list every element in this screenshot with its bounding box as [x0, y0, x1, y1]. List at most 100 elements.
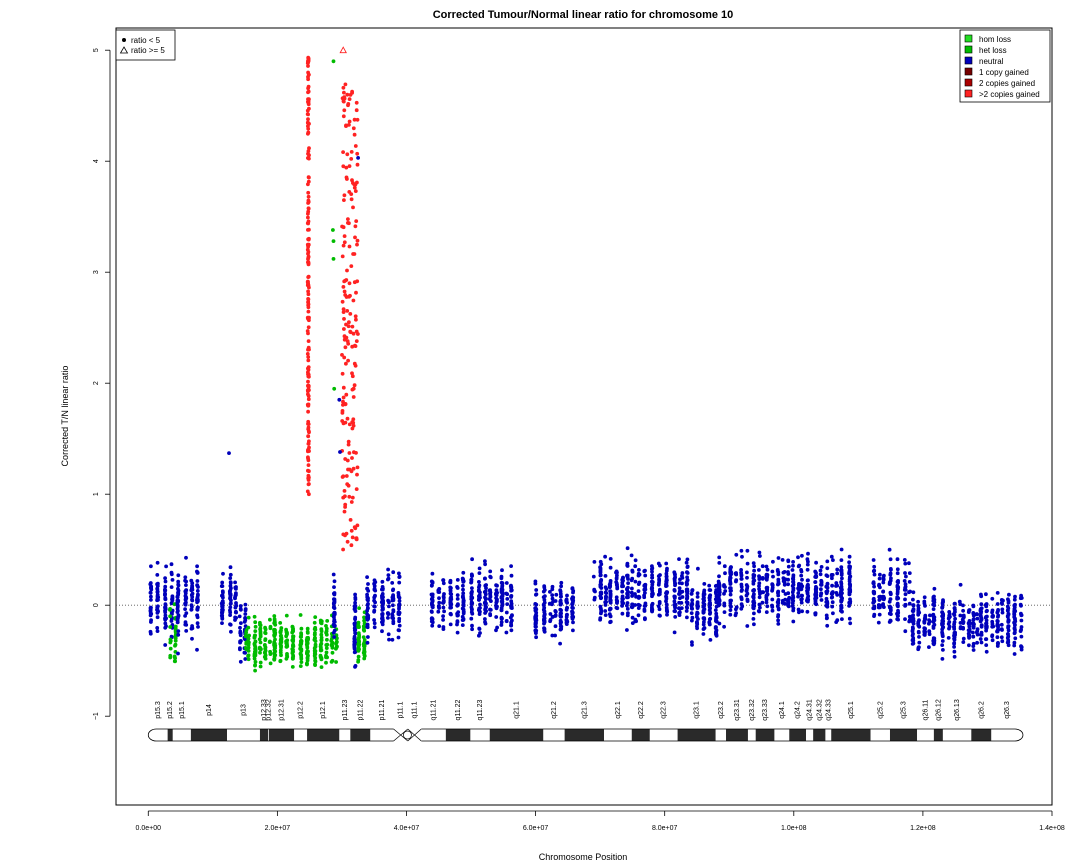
- data-point: [345, 152, 350, 157]
- data-point: [745, 597, 750, 602]
- data-point: [979, 609, 984, 614]
- data-point: [350, 535, 355, 540]
- data-point: [971, 644, 976, 648]
- data-point: [299, 626, 304, 631]
- data-point: [163, 608, 167, 613]
- data-point: [228, 580, 233, 584]
- ideogram-band: [604, 729, 632, 741]
- ideogram-band: [774, 729, 790, 741]
- data-point: [695, 612, 699, 617]
- data-point: [702, 592, 707, 597]
- data-point: [888, 571, 893, 576]
- data-point: [603, 585, 608, 590]
- data-point: [813, 588, 818, 593]
- data-point: [757, 568, 761, 572]
- data-point: [365, 575, 369, 579]
- data-point: [690, 601, 694, 606]
- data-point: [553, 614, 558, 618]
- data-point: [834, 620, 839, 624]
- data-point: [958, 613, 963, 618]
- data-point: [878, 594, 882, 599]
- data-point: [341, 474, 346, 479]
- data-point: [430, 603, 435, 608]
- data-point: [437, 624, 442, 628]
- data-point: [397, 603, 401, 607]
- data-point: [542, 584, 547, 589]
- data-point: [971, 634, 976, 639]
- data-point: [306, 292, 311, 297]
- data-point: [796, 555, 800, 560]
- data-point: [509, 628, 514, 633]
- data-point: [306, 429, 311, 433]
- data-point: [764, 573, 769, 578]
- data-point: [243, 612, 248, 616]
- data-point: [633, 558, 638, 563]
- data-point: [391, 619, 396, 624]
- data-point: [707, 608, 712, 613]
- data-point: [558, 607, 563, 612]
- data-point: [195, 613, 200, 618]
- legend-swatch-het-loss: [964, 45, 973, 54]
- data-point: [346, 102, 351, 106]
- data-point: [672, 577, 677, 581]
- data-point: [839, 604, 843, 608]
- data-point: [291, 639, 295, 644]
- data-point: [630, 576, 635, 581]
- ideogram-band: [889, 729, 918, 741]
- data-point: [695, 591, 700, 596]
- data-point: [685, 578, 690, 582]
- data-point: [927, 629, 932, 634]
- data-point: [387, 600, 391, 605]
- data-point: [904, 574, 908, 579]
- data-point: [306, 463, 311, 467]
- data-point: [941, 599, 945, 604]
- data-point: [637, 595, 642, 600]
- data-point: [984, 592, 988, 597]
- x-tick-label: 1.2e+08: [910, 825, 936, 832]
- ideogram-band: [813, 729, 826, 741]
- data-point: [677, 557, 681, 561]
- data-point: [690, 643, 694, 647]
- data-point: [163, 596, 168, 600]
- data-point: [477, 608, 481, 612]
- ideogram-band-label: q22.2: [638, 701, 645, 719]
- data-point: [488, 569, 493, 574]
- data-point: [999, 627, 1004, 631]
- data-point: [299, 660, 304, 664]
- data-point: [341, 225, 346, 230]
- data-point: [824, 591, 829, 596]
- data-point: [673, 615, 678, 619]
- data-point: [708, 612, 712, 616]
- data-point: [707, 617, 712, 622]
- data-point: [979, 623, 984, 628]
- data-point: [354, 537, 359, 542]
- data-point: [148, 605, 153, 610]
- data-point: [895, 601, 900, 606]
- data-point: [831, 558, 835, 562]
- data-point: [164, 616, 169, 621]
- data-point: [348, 312, 353, 316]
- data-point: [441, 618, 445, 622]
- data-point: [350, 495, 355, 500]
- data-point: [872, 572, 877, 577]
- data-point: [306, 215, 310, 220]
- data-point: [952, 637, 957, 642]
- data-point: [190, 624, 195, 628]
- data-point: [877, 612, 882, 617]
- data-point: [354, 290, 358, 295]
- data-point: [176, 573, 181, 578]
- data-point: [680, 595, 685, 599]
- data-point: [347, 119, 352, 124]
- data-point: [325, 637, 329, 642]
- data-point: [690, 598, 695, 603]
- data-point: [307, 492, 311, 497]
- data-point: [483, 559, 487, 564]
- data-point: [990, 619, 995, 624]
- data-point: [961, 614, 966, 619]
- ideogram-band-label: q23.1: [694, 701, 701, 719]
- data-point: [343, 345, 348, 350]
- data-point: [354, 317, 358, 322]
- data-point: [372, 595, 377, 600]
- data-point: [430, 623, 435, 628]
